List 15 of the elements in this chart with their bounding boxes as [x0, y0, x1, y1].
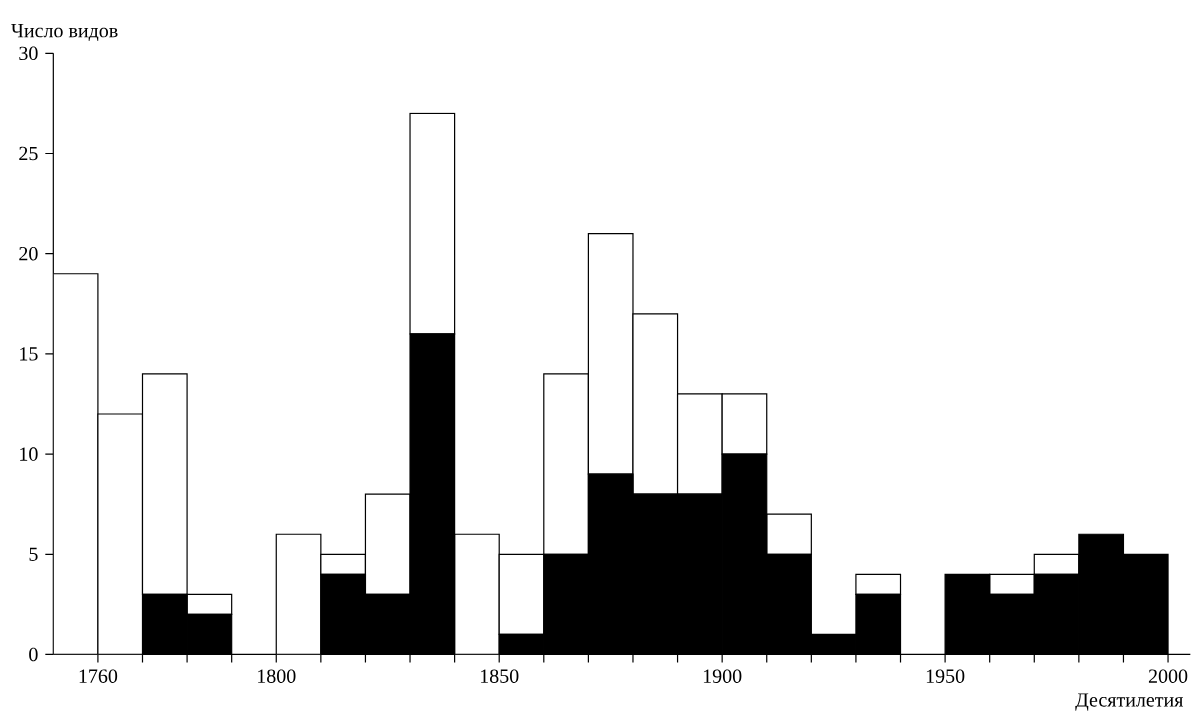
y-tick-label: 20	[19, 246, 38, 261]
x-tick-label: 1950	[926, 669, 965, 683]
y-tick-label: 30	[19, 46, 38, 60]
y-tick-label: 10	[20, 447, 38, 461]
y-tick-label: 5	[29, 547, 38, 561]
y-tick-label: 15	[20, 346, 38, 361]
x-tick-label: 1760	[79, 669, 118, 683]
y-tick-label: 0	[29, 647, 38, 661]
x-tick-label: 2000	[1148, 669, 1188, 683]
x-tick-label: 1850	[480, 669, 519, 683]
x-tick-label: 1900	[703, 669, 742, 683]
x-tick-label: 1800	[258, 669, 296, 683]
y-tick-label: 25	[19, 146, 38, 160]
x-axis-title: Десятилетия	[1075, 693, 1184, 711]
y-axis-title: Число видов	[11, 23, 118, 41]
